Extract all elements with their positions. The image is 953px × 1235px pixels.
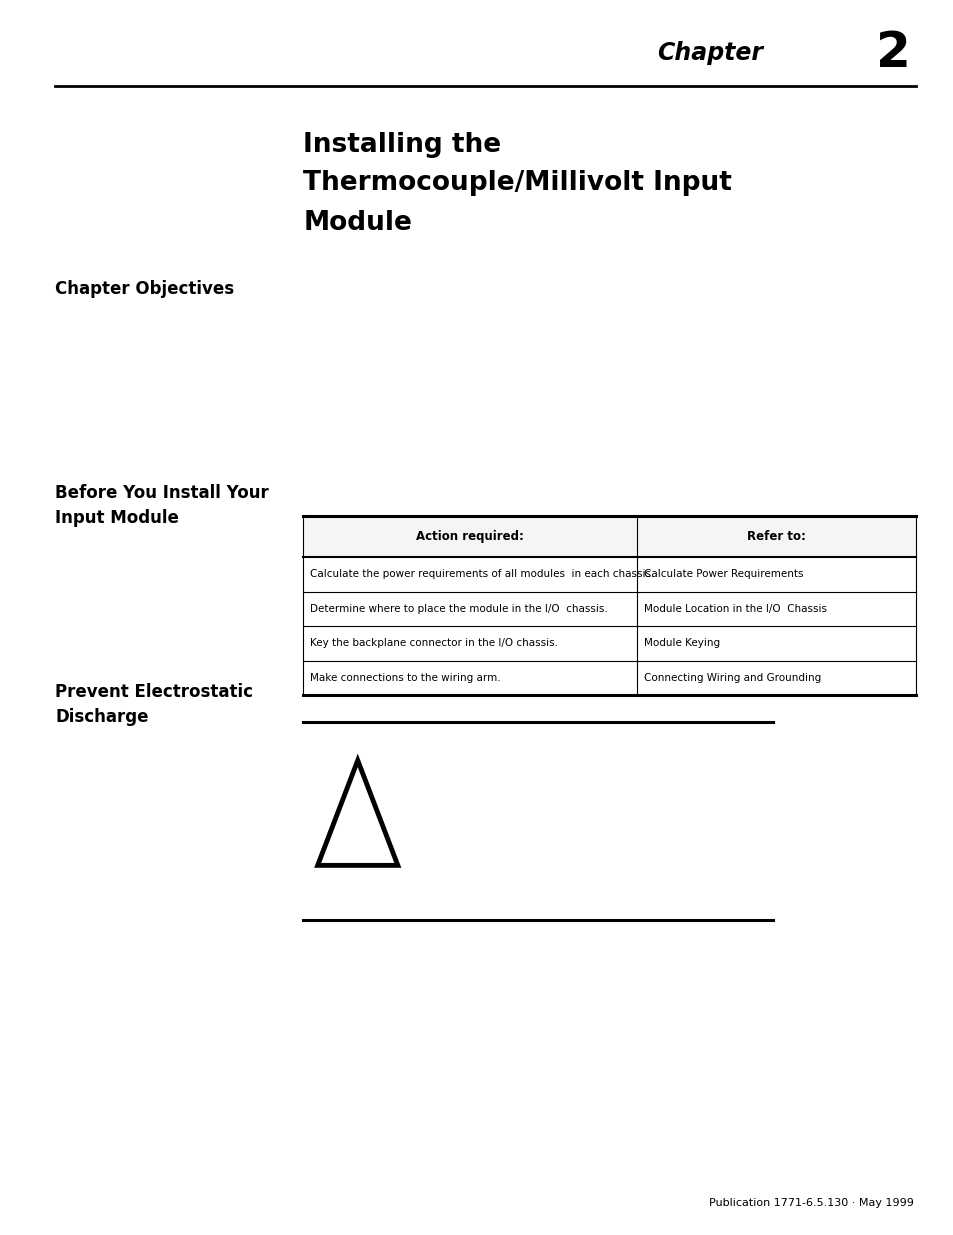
Text: Calculate Power Requirements: Calculate Power Requirements [643,569,802,579]
Text: Calculate the power requirements of all modules  in each chassis.: Calculate the power requirements of all … [310,569,654,579]
Bar [303,516,915,557]
Text: Key the backplane connector in the I/O chassis.: Key the backplane connector in the I/O c… [310,638,558,648]
Text: Chapter: Chapter [657,41,762,65]
Text: Make connections to the wiring arm.: Make connections to the wiring arm. [310,673,500,683]
Text: Determine where to place the module in the I/O  chassis.: Determine where to place the module in t… [310,604,607,614]
Text: Installing the: Installing the [303,132,501,158]
Text: Module: Module [303,210,412,236]
Text: Module Location in the I/O  Chassis: Module Location in the I/O Chassis [643,604,826,614]
Text: Chapter Objectives: Chapter Objectives [55,280,234,299]
Text: Before You Install Your
Input Module: Before You Install Your Input Module [55,484,269,527]
Text: Action required:: Action required: [416,530,524,543]
Text: Publication 1771-6.5.130 · May 1999: Publication 1771-6.5.130 · May 1999 [708,1198,913,1208]
Text: Connecting Wiring and Grounding: Connecting Wiring and Grounding [643,673,821,683]
Text: Refer to:: Refer to: [746,530,805,543]
Text: Module Keying: Module Keying [643,638,720,648]
Polygon shape [317,761,397,866]
Text: Thermocouple/Millivolt Input: Thermocouple/Millivolt Input [303,170,732,196]
Text: 2: 2 [875,30,910,77]
Text: Prevent Electrostatic
Discharge: Prevent Electrostatic Discharge [55,683,253,726]
